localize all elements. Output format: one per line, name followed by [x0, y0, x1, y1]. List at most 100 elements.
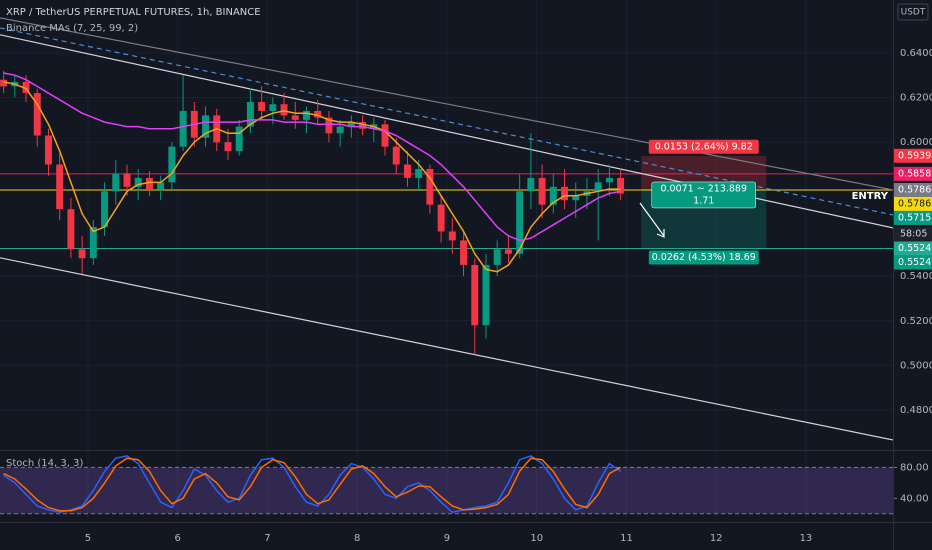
price-tag [894, 148, 932, 163]
candle-body [168, 146, 176, 183]
x-tick-label: 7 [264, 533, 270, 544]
y-tick-label: 0.6400 [900, 48, 932, 59]
candle-body [202, 115, 210, 138]
candle-body [527, 177, 535, 192]
candle-body [134, 177, 142, 187]
price-tag-label: 0.5524 [898, 243, 931, 254]
candle-body [572, 195, 580, 201]
currency[interactable]: USDT [901, 8, 926, 18]
y-tick-label: 0.4800 [900, 405, 932, 416]
countdown-box [894, 226, 932, 241]
y-tick-label: 0.5000 [900, 360, 932, 371]
candle-body [605, 177, 613, 183]
candle-body [33, 93, 41, 136]
position-label: 0.0262 (4.53%) 18.69 [652, 252, 756, 263]
candle-body [415, 168, 423, 178]
candle-body [145, 177, 153, 190]
price-tag [894, 255, 932, 270]
x-tick-label: 12 [710, 533, 723, 544]
price-tag-label: 0.5858 [898, 168, 931, 179]
candle-body [157, 182, 165, 190]
trendline [0, 17, 894, 191]
price-tag [894, 166, 932, 181]
candle-body [112, 173, 120, 192]
candle-body [0, 79, 8, 87]
candle-body [471, 264, 479, 326]
price-tag [894, 210, 932, 225]
candle-body [258, 102, 266, 111]
candle-body [269, 104, 277, 111]
candle-body [561, 186, 568, 201]
candle-body [235, 126, 243, 152]
candle-body [336, 126, 344, 134]
x-tick-label: 9 [444, 533, 450, 544]
candle-body [291, 115, 299, 120]
candle-body [594, 182, 602, 192]
price-tag-label: 0.5939 [898, 150, 931, 161]
price-tag-label: 0.5786 [898, 198, 931, 209]
indicator-label: Binance MAs (7, 25, 99, 2) [6, 23, 138, 34]
candle-body [280, 104, 288, 116]
candle-body [617, 177, 625, 194]
candle-body [392, 146, 400, 165]
y-tick-label: 0.5400 [900, 271, 932, 282]
x-tick-label: 5 [85, 533, 91, 544]
price-tag [894, 196, 932, 211]
y-tick-label: 0.5200 [900, 316, 932, 327]
candle-body [437, 204, 445, 232]
price-tag [894, 241, 932, 256]
position-label-box [648, 139, 759, 154]
price-tag-label: 0.5524 [898, 257, 931, 268]
candle-body [44, 135, 52, 165]
candle-body [179, 110, 187, 147]
position-label-box [648, 250, 759, 265]
position-mid-box [651, 181, 757, 209]
x-tick-label: 10 [530, 533, 543, 544]
candle-body [460, 240, 468, 265]
candle-body [516, 191, 524, 254]
stoch-tick-label: 40.00 [900, 493, 929, 504]
candle-body [325, 117, 333, 134]
countdown: 58:05 [900, 228, 927, 239]
entry-label: ENTRY [852, 191, 889, 202]
price-tag-label: 0.5786 [898, 184, 931, 195]
candle-body [504, 249, 512, 254]
stoch-line [3, 457, 621, 512]
x-tick-label: 11 [620, 533, 633, 544]
candle-body [493, 249, 501, 265]
candle-body [303, 110, 310, 120]
x-tick-label: 6 [175, 533, 181, 544]
trendline [0, 257, 894, 441]
arrow-head [656, 229, 665, 238]
candle-body [56, 164, 64, 210]
candle-body [314, 110, 322, 118]
candle-body [403, 164, 411, 178]
position-label: 0.0071 ~ 213.889 [660, 183, 747, 194]
candle-body [426, 168, 434, 205]
currency-box[interactable] [897, 3, 929, 21]
candle-body [78, 249, 86, 259]
candle-body [123, 173, 131, 187]
stoch-title: Stoch (14, 3, 3) [6, 458, 83, 469]
candle-body [359, 122, 367, 129]
candle-body [101, 191, 109, 228]
chart-title: XRP / TetherUS PERPETUAL FUTURES, 1h, BI… [6, 7, 261, 18]
candle-body [448, 231, 456, 241]
candle-body [538, 177, 546, 205]
position-label: 1.71 [693, 195, 714, 206]
candle-body [347, 122, 355, 127]
candle-body [89, 227, 97, 259]
candle-body [549, 186, 557, 205]
candle-body [246, 102, 254, 127]
y-tick-label: 0.6000 [900, 137, 932, 148]
moving-average [3, 81, 621, 273]
candle-body [381, 124, 389, 147]
position-label: 0.0153 (2.64%) 9.82 [655, 141, 753, 152]
x-tick-label: 8 [354, 533, 360, 544]
stoch-tick-label: 80.00 [900, 462, 929, 473]
stoch-line [3, 455, 622, 514]
x-tick-label: 13 [800, 533, 813, 544]
